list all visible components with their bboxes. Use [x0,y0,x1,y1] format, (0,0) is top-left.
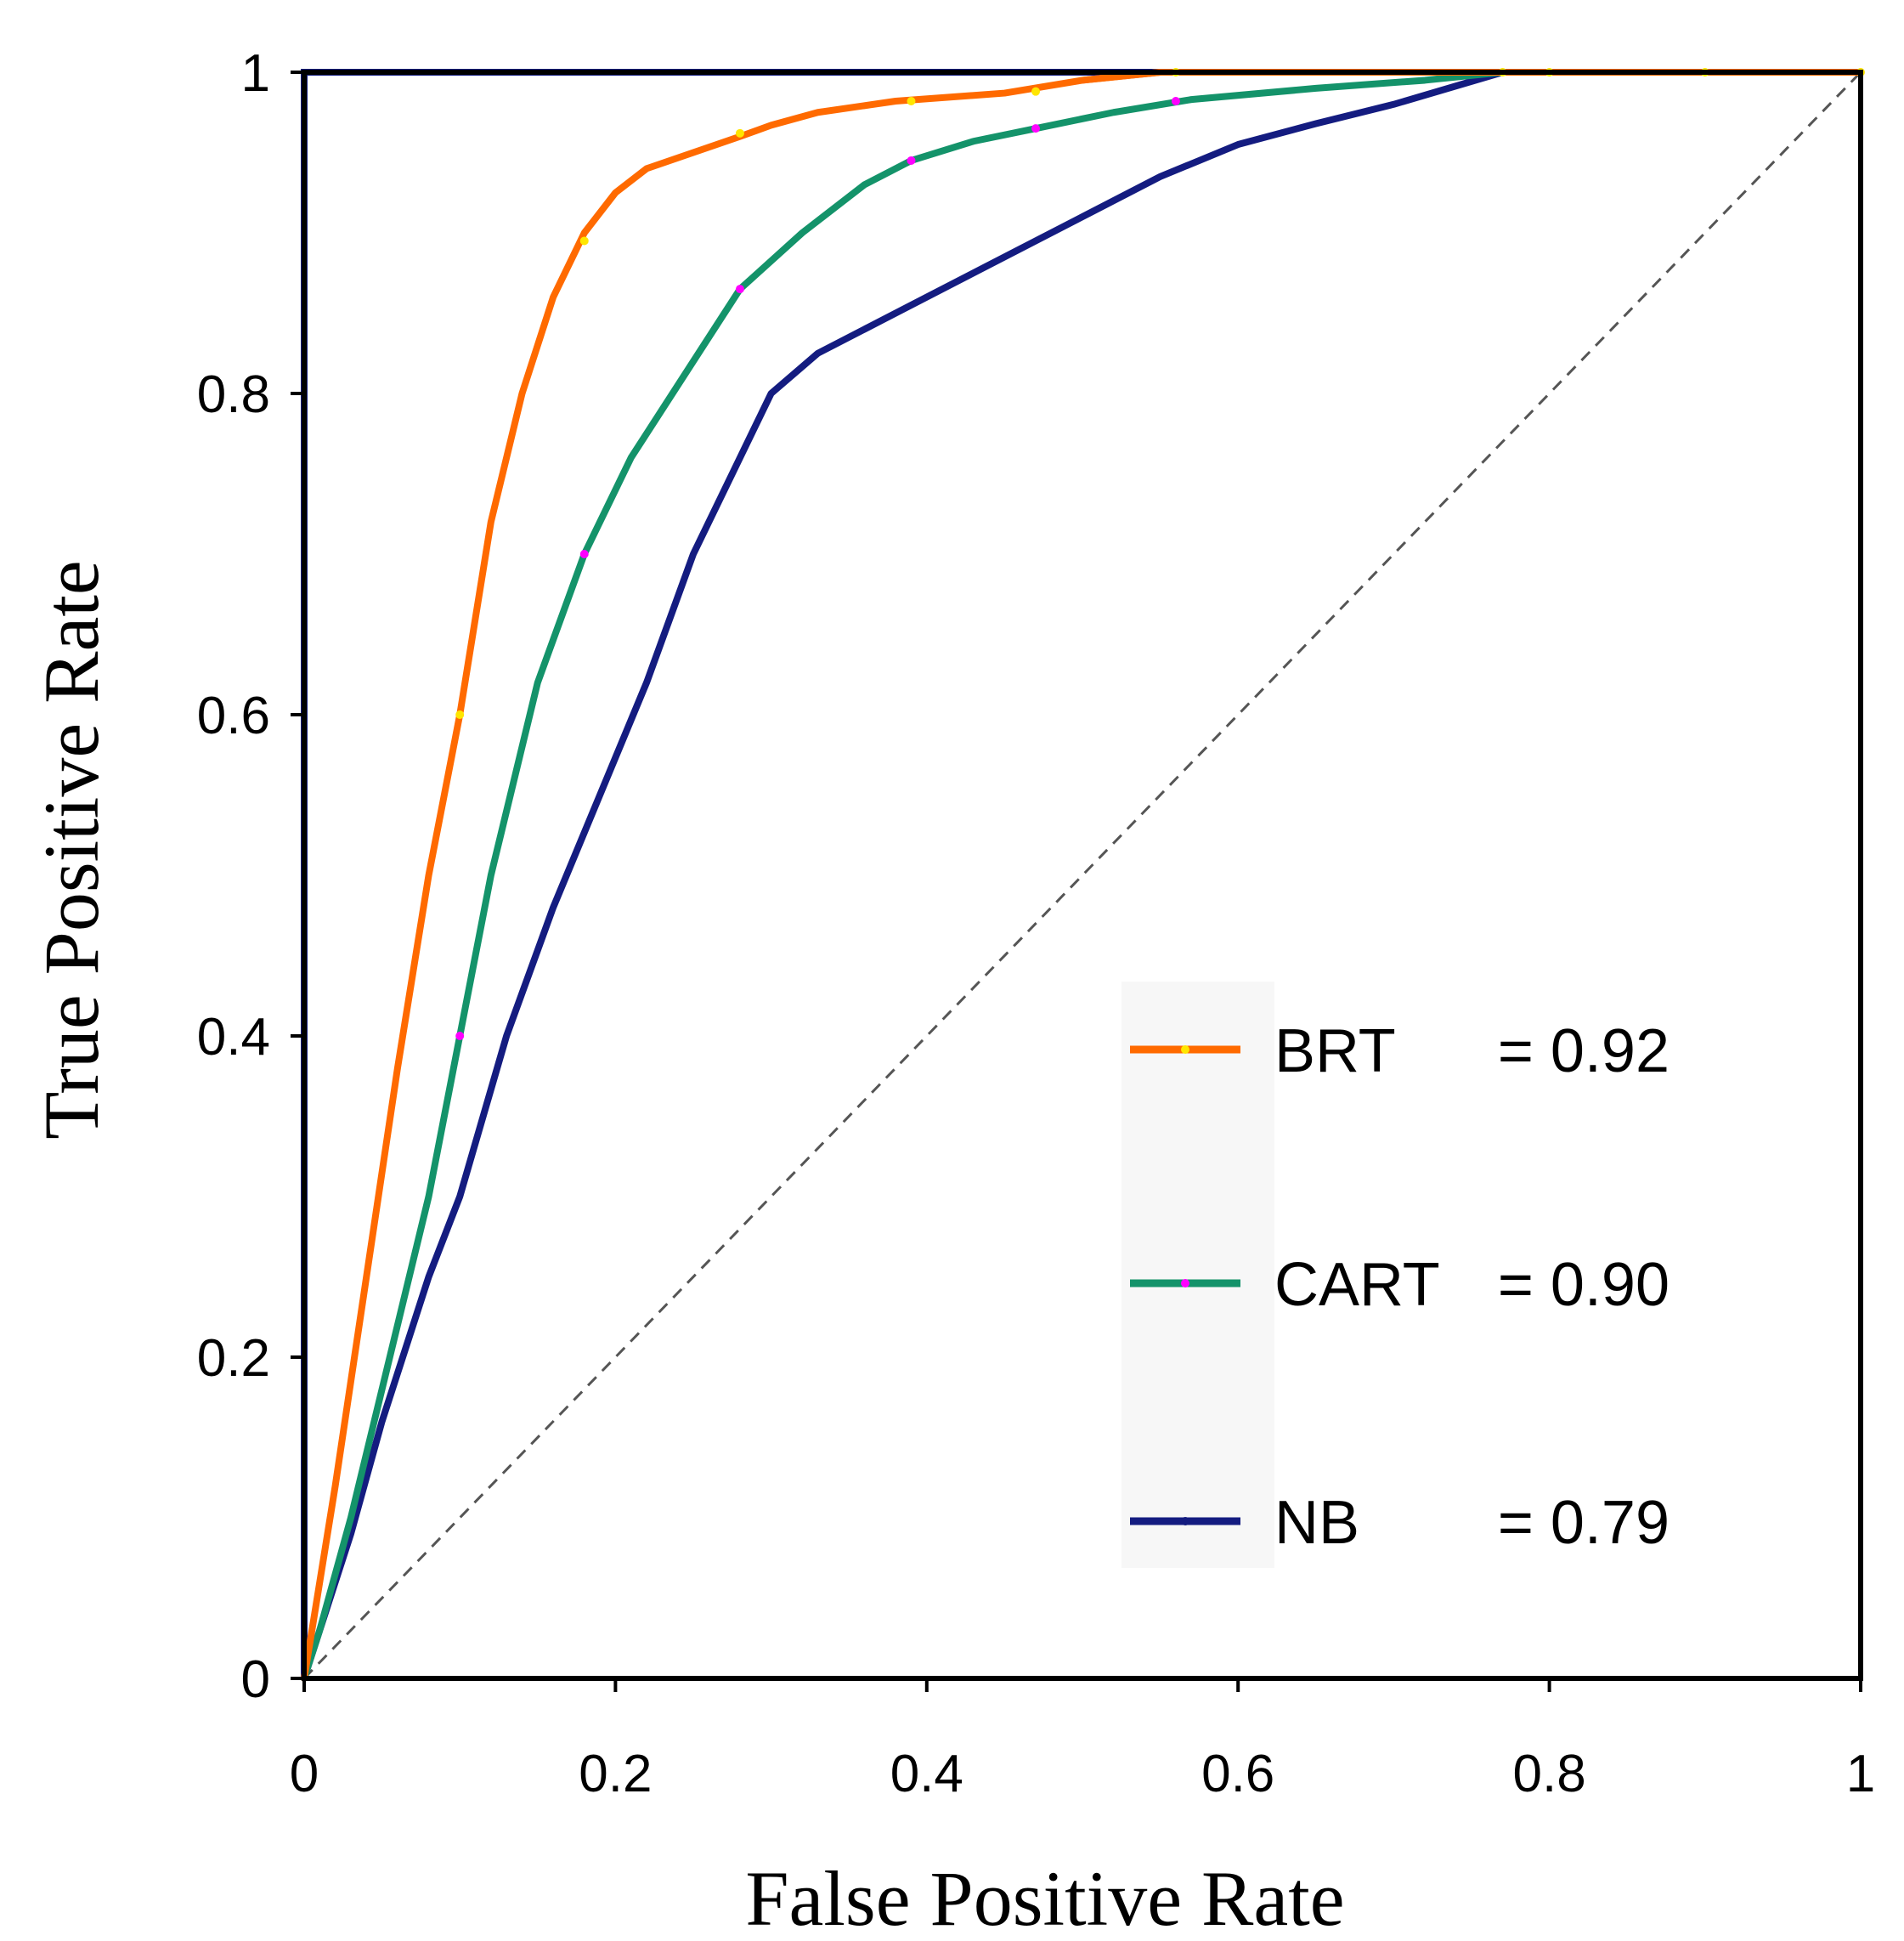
x-tick-label-3: 0.6 [1201,1745,1274,1803]
x-tick-label-4: 0.8 [1512,1745,1585,1803]
marker-cart-2 [735,285,744,294]
marker-cart-3 [907,156,916,165]
legend-label-brt: BRT [1274,1017,1396,1085]
legend: BRT = 0.92 CART = 0.90 NB = 0.79 [1130,1017,1670,1557]
marker-brt-0 [455,710,465,719]
x-tick-label-5: 1 [1846,1745,1875,1803]
legend-auc-cart: = 0.90 [1498,1251,1670,1319]
marker-cart-4 [1031,124,1041,133]
reference-diagonal [302,71,1862,1680]
diagonal-reference-line [302,71,1862,1680]
legend-label-cart: CART [1274,1251,1440,1319]
y-tick-label-3: 0.6 [197,687,270,745]
y-axis-title: True Positive Rate [28,560,115,1140]
legend-panel [1121,982,1274,1568]
marker-brt-3 [907,97,916,106]
y-tick-label-2: 0.4 [197,1008,270,1067]
legend-box [1121,982,1274,1568]
marker-cart-5 [1171,97,1180,106]
marker-brt-4 [1031,87,1041,96]
y-tick-label-4: 0.8 [197,365,270,424]
legend-label-nb: NB [1274,1489,1359,1557]
y-tick-label-0: 0 [241,1650,270,1709]
x-tick-label-2: 0.4 [890,1745,963,1803]
axis-ticks: 0 0.2 0.4 0.6 0.8 1 0 0.2 0.4 0.6 0.8 1 [197,44,1875,1803]
legend-auc-nb: = 0.79 [1498,1489,1670,1557]
y-tick-label-1: 0.2 [197,1329,270,1388]
legend-marker-nb [1181,1517,1189,1525]
legend-auc-brt: = 0.92 [1498,1017,1670,1085]
legend-marker-brt [1181,1045,1189,1054]
marker-cart-0 [455,1032,465,1040]
marker-cart-1 [579,550,589,558]
series-line-nb [301,69,1864,1682]
marker-brt-2 [735,128,744,138]
marker-brt-1 [579,236,589,246]
plot-border [302,70,1863,1681]
y-tick-label-5: 1 [241,44,270,103]
x-axis-title: False Positive Rate [745,1855,1344,1941]
plot-frame [302,70,1863,1681]
legend-marker-cart [1181,1279,1189,1287]
x-tick-label-0: 0 [290,1745,319,1803]
x-tick-label-1: 0.2 [579,1745,652,1803]
